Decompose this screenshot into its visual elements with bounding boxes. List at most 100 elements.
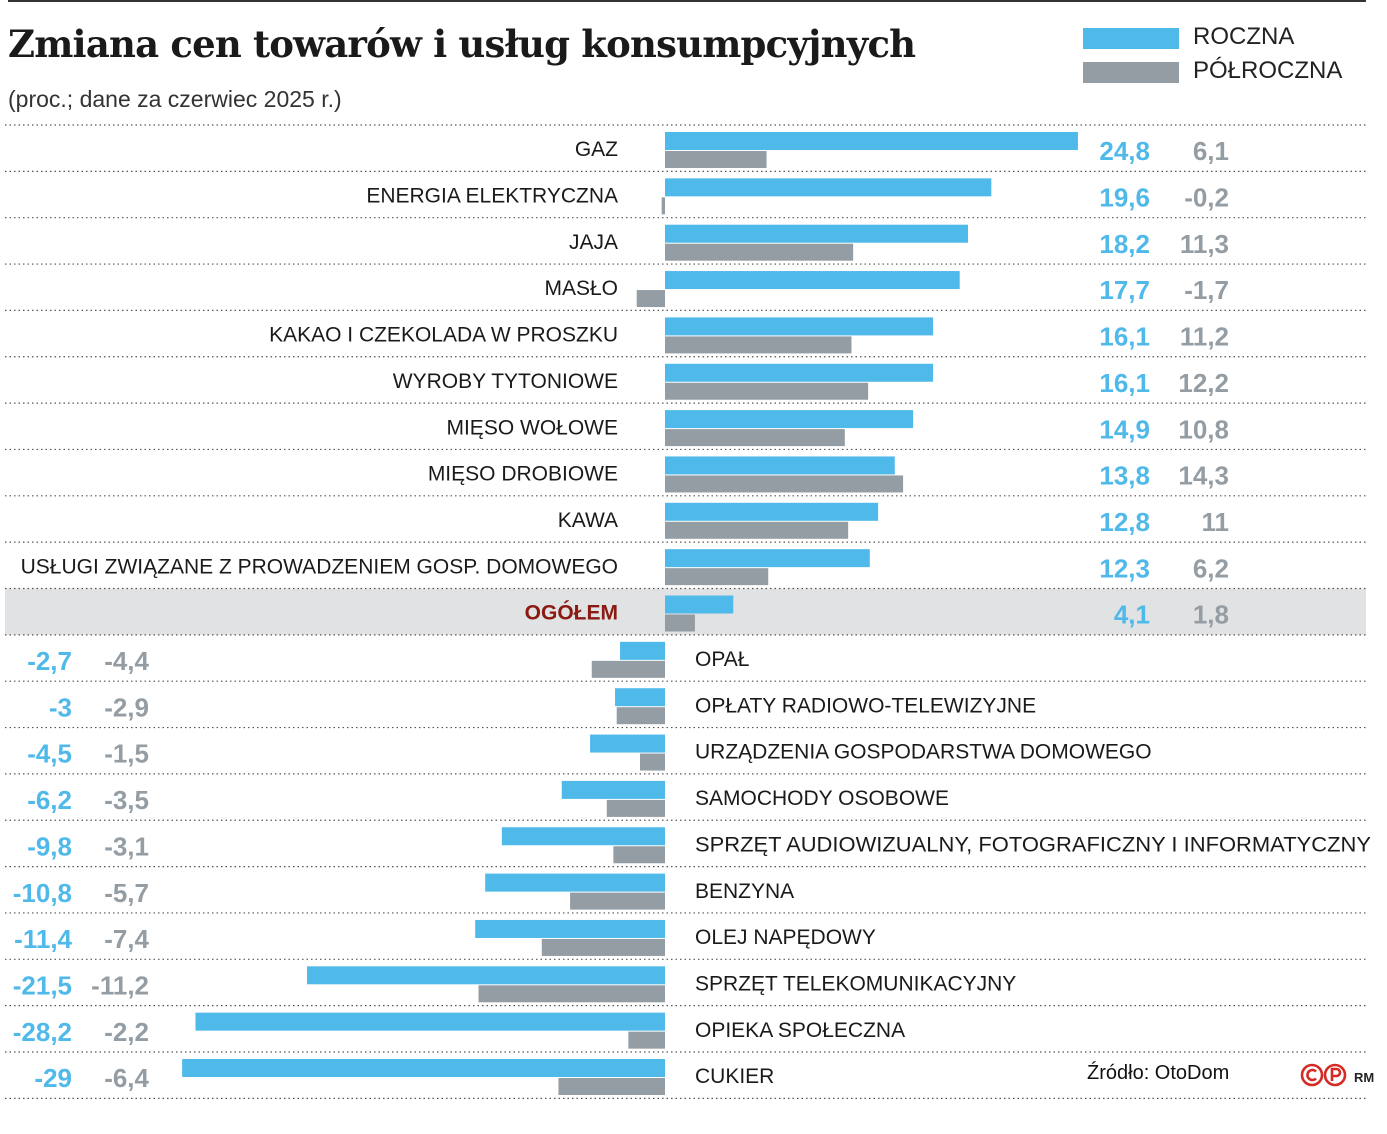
value-label-semiannual: 10,8	[1178, 414, 1229, 444]
bar-semiannual	[613, 846, 665, 864]
value-label-annual: -21,5	[13, 970, 72, 1000]
chart-row: ENERGIA ELEKTRYCZNA 19,6 -0,2	[366, 178, 1229, 215]
value-label-annual: -10,8	[13, 878, 72, 908]
value-label-annual: -3	[49, 692, 72, 722]
chart-row: CUKIER -29 -6,4	[34, 1059, 774, 1095]
bar-annual	[485, 873, 665, 892]
chart-row: URZĄDZENIA GOSPODARSTWA DOMOWEGO -4,5 -1,5	[27, 734, 1152, 771]
bar-annual	[665, 224, 969, 243]
category-label: USŁUGI ZWIĄZANE Z PROWADZENIEM GOSP. DOM…	[21, 555, 618, 578]
bar-semiannual	[665, 614, 695, 632]
bar-annual	[475, 919, 665, 938]
category-label: SPRZĘT AUDIOWIZUALNY, FOTOGRAFICZNY I IN…	[695, 833, 1371, 856]
source-note: Źródło: OtoDom	[1087, 1062, 1230, 1084]
category-label: CUKIER	[695, 1065, 774, 1088]
value-label-semiannual: 11,3	[1180, 229, 1229, 259]
value-label-semiannual: 14,3	[1178, 461, 1229, 491]
value-label-semiannual: -6,4	[104, 1063, 149, 1093]
category-label: SPRZĘT TELEKOMUNIKACYJNY	[695, 972, 1016, 995]
value-label-semiannual: 11,2	[1180, 322, 1229, 352]
chart-row: SAMOCHODY OSOBOWE -6,2 -3,5	[27, 780, 949, 817]
value-label-annual: -4,5	[27, 739, 72, 769]
category-label: MIĘSO WOŁOWE	[446, 416, 618, 439]
bar-annual	[665, 595, 734, 614]
value-label-annual: 12,8	[1099, 507, 1150, 537]
bar-semiannual	[606, 799, 665, 817]
value-label-semiannual: -11,2	[91, 970, 149, 1000]
chart-row: OGÓŁEM 4,1 1,8	[5, 588, 1366, 635]
value-label-semiannual: 1,8	[1193, 600, 1229, 630]
chart-row: SPRZĘT TELEKOMUNIKACYJNY -21,5 -11,2	[13, 966, 1016, 1003]
value-label-annual: -11,4	[14, 924, 72, 954]
value-label-semiannual: -3,1	[104, 831, 149, 861]
chart-row: WYROBY TYTONIOWE 16,1 12,2	[393, 363, 1229, 400]
bar-semiannual	[665, 243, 854, 261]
chart-row: OPAŁ -2,7 -4,4	[27, 641, 749, 678]
bar-annual	[620, 641, 665, 660]
bar-annual	[665, 549, 870, 568]
value-label-annual: 12,3	[1099, 553, 1150, 583]
chart-subtitle: (proc.; dane za czerwiec 2025 r.)	[8, 86, 342, 112]
value-label-semiannual: -7,4	[104, 924, 149, 954]
chart-row: JAJA 18,2 11,3	[569, 224, 1229, 261]
bar-annual	[665, 132, 1078, 150]
bar-semiannual	[558, 1078, 665, 1095]
legend-label-polroczna: PÓŁROCZNA	[1193, 57, 1343, 84]
chart-row: USŁUGI ZWIĄZANE Z PROWADZENIEM GOSP. DOM…	[21, 549, 1229, 586]
category-label: SAMOCHODY OSOBOWE	[695, 787, 949, 810]
bar-semiannual	[665, 475, 904, 493]
chart-row: KAWA 12,8 11	[558, 502, 1230, 539]
bar-semiannual	[665, 568, 769, 586]
bar-annual	[665, 502, 879, 521]
bar-semiannual	[628, 1031, 665, 1049]
chart-title: Zmiana cen towarów i usług konsumpcyjnyc…	[8, 22, 916, 66]
chart-row: MASŁO 17,7 -1,7	[544, 271, 1229, 308]
chart-row: OLEJ NAPĘDOWY -11,4 -7,4	[14, 919, 876, 956]
value-label-annual: 18,2	[1099, 229, 1150, 259]
value-label-annual: 24,8	[1099, 136, 1150, 166]
value-label-semiannual: 11	[1202, 507, 1230, 537]
bar-annual	[665, 456, 895, 475]
value-label-annual: 19,6	[1099, 183, 1150, 213]
value-label-annual: 17,7	[1099, 275, 1150, 305]
bar-semiannual	[665, 151, 767, 168]
category-label: OPAŁ	[695, 648, 749, 671]
bar-annual	[665, 317, 934, 336]
category-label: URZĄDZENIA GOSPODARSTWA DOMOWEGO	[695, 741, 1152, 764]
publisher-logo: RM	[1300, 1063, 1374, 1087]
value-label-semiannual: -2,9	[104, 692, 149, 722]
category-label: BENZYNA	[695, 880, 794, 903]
category-label: WYROBY TYTONIOWE	[393, 370, 618, 393]
value-label-annual: -9,8	[27, 831, 72, 861]
chart-row: OPIEKA SPOŁECZNA -28,2 -2,2	[13, 1012, 905, 1049]
value-label-semiannual: 6,2	[1193, 553, 1229, 583]
chart-row: MIĘSO DROBIOWE 13,8 14,3	[428, 456, 1229, 493]
bar-annual	[665, 271, 960, 290]
value-label-semiannual: -1,5	[104, 739, 149, 769]
bar-semiannual	[665, 521, 849, 539]
chart-row: MIĘSO WOŁOWE 14,9 10,8	[446, 410, 1229, 447]
value-label-semiannual: -2,2	[104, 1017, 149, 1047]
chart-row: OPŁATY RADIOWO-TELEWIZYJNE -3 -2,9	[49, 688, 1036, 725]
chart-row: GAZ 24,8 6,1	[575, 132, 1229, 168]
bar-semiannual	[640, 753, 665, 771]
bar-annual	[665, 178, 992, 197]
legend-label-roczna: ROCZNA	[1193, 23, 1295, 50]
category-label: KAWA	[558, 509, 618, 532]
bar-annual	[615, 688, 665, 707]
value-label-semiannual: -3,5	[104, 785, 149, 815]
chart-row: BENZYNA -10,8 -5,7	[13, 873, 794, 910]
bar-semiannual	[570, 892, 665, 910]
bar-semiannual	[665, 336, 852, 354]
bar-annual	[182, 1059, 665, 1077]
bar-semiannual	[665, 429, 845, 447]
category-label: OGÓŁEM	[525, 601, 618, 625]
bar-annual	[590, 734, 665, 753]
value-label-annual: -6,2	[27, 785, 72, 815]
value-label-annual: -28,2	[13, 1017, 72, 1047]
bar-annual	[195, 1012, 665, 1031]
value-label-annual: 4,1	[1114, 600, 1150, 630]
value-label-semiannual: -1,7	[1184, 275, 1229, 305]
category-label: KAKAO I CZEKOLADA W PROSZKU	[269, 324, 618, 347]
